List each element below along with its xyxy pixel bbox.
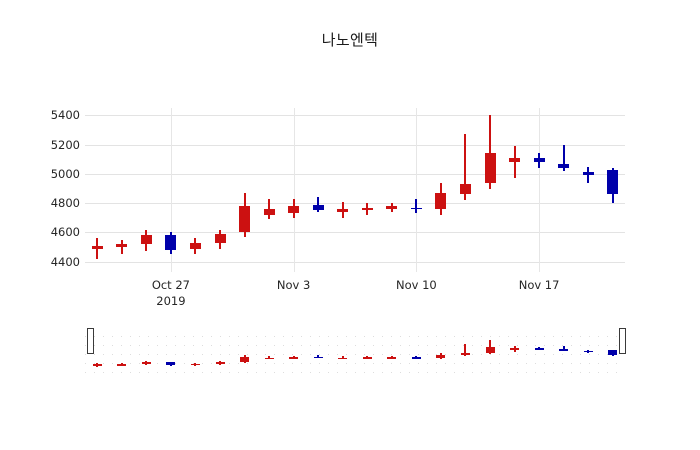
candle-wick [464, 343, 467, 356]
candle-wick [415, 355, 418, 359]
candle-body [607, 169, 619, 195]
candle-body [582, 172, 594, 176]
candle-body [189, 242, 201, 249]
gridline-vertical [539, 108, 541, 272]
y-axis-tick-label: 4400 [50, 254, 80, 269]
y-axis-tick-label: 5400 [50, 108, 80, 123]
candle-body [558, 163, 570, 169]
candle-body [436, 354, 446, 358]
y-axis: 5400 5200 5000 4800 4600 4400 [30, 108, 80, 272]
candle-body [583, 350, 593, 353]
range-navigator-panel[interactable] [85, 328, 626, 375]
candle-body [214, 233, 226, 243]
gridline-horizontal [85, 232, 625, 234]
candle-body [313, 356, 323, 359]
candle-body [264, 357, 274, 360]
candle-body [337, 209, 349, 212]
candle-body [165, 235, 177, 251]
candle-body [533, 157, 545, 163]
navigator-handle-left[interactable] [87, 328, 95, 354]
x-axis-tick-date: Oct 27 [151, 278, 190, 292]
candle-body [239, 206, 251, 233]
gridline-horizontal [85, 261, 625, 263]
x-axis-tick-year: 2019 [156, 294, 186, 308]
x-axis-tick-label: Nov 3 [277, 278, 310, 292]
gridline-horizontal [85, 173, 625, 175]
candle-body [91, 245, 103, 249]
x-axis-tick-date: Nov 3 [276, 278, 311, 292]
candle-body [484, 153, 496, 183]
candle-body [190, 363, 200, 366]
candle-body [411, 357, 421, 359]
y-axis-tick-label: 5200 [50, 137, 80, 152]
gridline-horizontal [85, 144, 625, 146]
candle-wick [464, 134, 467, 201]
candle-body [166, 362, 176, 366]
candle-wick [489, 115, 491, 189]
x-axis-tick-label: Nov 17 [519, 278, 560, 292]
candle-body [92, 364, 102, 366]
candle-body [338, 357, 348, 360]
candle-wick [562, 144, 565, 171]
gridline-vertical [170, 108, 172, 272]
gridline-horizontal [85, 203, 625, 205]
y-axis-tick-label: 5000 [50, 166, 80, 181]
x-axis-tick-date: Nov 10 [395, 278, 437, 292]
candle-body [387, 357, 397, 359]
candle-body [460, 352, 470, 355]
price-chart-plot-area [85, 108, 625, 272]
candle-body [312, 204, 324, 211]
candle-body [485, 347, 495, 353]
candle-body [140, 235, 152, 245]
y-axis-tick-label: 4800 [50, 196, 80, 211]
candle-wick [317, 197, 320, 212]
candle-body [386, 206, 398, 210]
x-axis-tick-label: Nov 10 [396, 278, 437, 292]
candle-body [534, 348, 544, 350]
y-axis-tick-label: 4600 [50, 225, 80, 240]
candle-body [410, 207, 422, 210]
page-title: 나노엔텍 [321, 31, 379, 49]
candle-body [509, 157, 521, 163]
candle-body [435, 192, 447, 210]
candle-body [117, 364, 127, 366]
x-axis-tick-date: Nov 17 [518, 278, 560, 292]
candle-body [288, 206, 300, 214]
candle-wick [489, 340, 491, 354]
navigator-grid [85, 330, 625, 375]
navigator-handle-right[interactable] [618, 328, 626, 354]
candle-body [361, 207, 373, 211]
candle-body [559, 349, 569, 351]
candle-body [510, 348, 520, 350]
candle-wick [562, 345, 565, 351]
candle-wick [120, 239, 123, 255]
x-axis: Oct 27 2019 Nov 3 Nov 10 Nov 17 [85, 278, 625, 312]
candle-body [215, 362, 225, 364]
candle-wick [415, 198, 418, 214]
candle-body [240, 357, 250, 362]
candle-body [362, 357, 372, 359]
candle-body [459, 184, 471, 195]
gridline-vertical [416, 108, 418, 272]
candle-body [141, 362, 151, 365]
candle-body [116, 244, 128, 248]
candle-body [289, 357, 299, 359]
gridline-vertical [293, 108, 295, 272]
candle-body [608, 350, 618, 355]
candle-body [263, 209, 275, 215]
candle-wick [96, 238, 99, 259]
gridline-horizontal [85, 115, 625, 117]
x-axis-tick-label: Oct 27 2019 [152, 278, 190, 308]
